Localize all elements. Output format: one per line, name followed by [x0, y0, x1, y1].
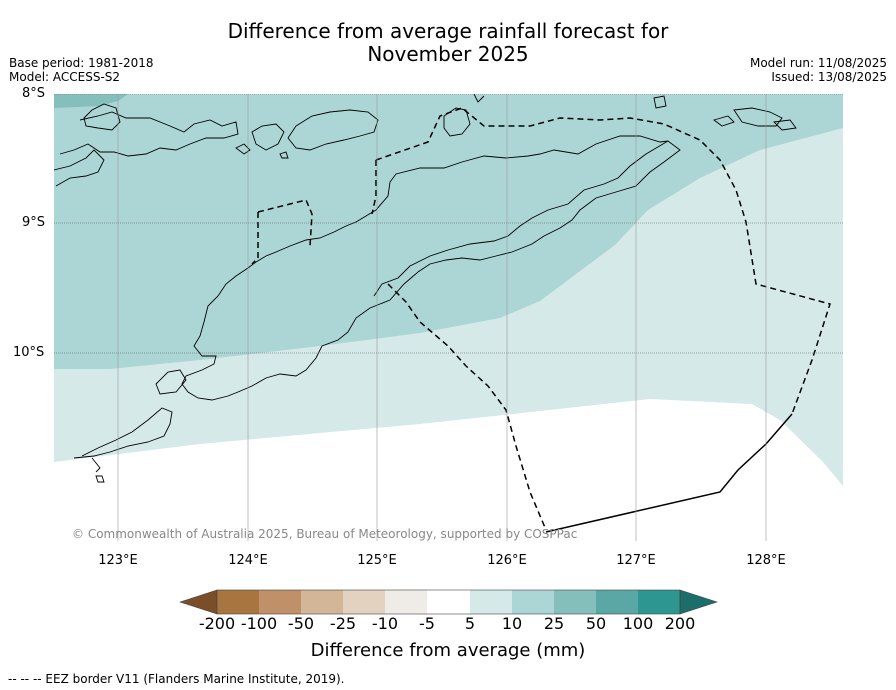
model-run: Model run: 11/08/2025	[749, 56, 887, 70]
title-line-2: November 2025	[367, 42, 529, 66]
colorbar-tick-label: 10	[501, 614, 523, 633]
colorbar-cell-high-extend	[679, 589, 718, 615]
lembata-coast	[54, 149, 105, 187]
lon-label-126e: 126°E	[487, 553, 527, 568]
colorbar-tick-label: 50	[585, 614, 607, 633]
copyright-notice: © Commonwealth of Australia 2025, Bureau…	[72, 527, 578, 541]
colorbar-tick-label: 5	[464, 614, 476, 633]
colorbar-cell	[385, 590, 427, 614]
colorbar-tick-label: -25	[329, 614, 357, 633]
metadata-left: Base period: 1981-2018 Model: ACCESS-S2	[9, 56, 154, 84]
colorbar-tick-label: 200	[664, 614, 696, 633]
lat-label-10s: 10°S	[13, 345, 45, 360]
atauro-coast	[251, 123, 285, 151]
lon-label-125e: 125°E	[357, 553, 397, 568]
colorbar-tick-label: 100	[622, 614, 654, 633]
colorbar-tick-label: 25	[543, 614, 565, 633]
colorbar-tick-label: -100	[240, 614, 278, 633]
lon-label-128e: 128°E	[746, 553, 786, 568]
pantar-coast	[83, 103, 121, 131]
colorbar-tick-label: -10	[371, 614, 399, 633]
semau-coast	[155, 369, 187, 395]
lat-label-8s: 8°S	[22, 86, 46, 101]
savu-fragment	[91, 457, 101, 473]
eez-border	[251, 107, 831, 531]
timor-coast	[181, 135, 681, 401]
eez-maritime-boundary	[545, 413, 793, 533]
eez-oecusse	[251, 199, 313, 265]
base-period: Base period: 1981-2018	[9, 56, 154, 70]
metadata-right: Model run: 11/08/2025 Issued: 13/08/2025	[750, 56, 887, 84]
colorbar-cell	[217, 590, 259, 614]
map-area	[54, 94, 843, 541]
alor-coast	[59, 111, 239, 157]
eez-timor-south	[387, 283, 547, 531]
lon-label-124e: 124°E	[228, 553, 268, 568]
colorbar-tick-label: -50	[287, 614, 315, 633]
colorbar-cell	[343, 590, 385, 614]
kisar-coast	[713, 115, 735, 127]
lakor-coast	[773, 119, 797, 131]
lon-label-127e: 127°E	[616, 553, 656, 568]
small-island-2	[279, 151, 289, 159]
ndana-coast	[95, 475, 105, 483]
colorbar-title: Difference from average (mm)	[310, 640, 586, 661]
gridlines	[54, 94, 843, 541]
anomaly-zone-dark	[54, 94, 128, 108]
colorbar-cell	[470, 590, 512, 614]
colorbar-cell	[512, 590, 554, 614]
colorbar-cell	[554, 590, 596, 614]
colorbar-cell-low-extend	[179, 589, 218, 615]
moa-coast	[733, 107, 783, 127]
colorbar-outline	[216, 589, 681, 615]
lon-label-123e: 123°E	[98, 553, 138, 568]
colorbar-cell	[638, 590, 680, 614]
colorbar-tick-label: -200	[198, 614, 236, 633]
wetar-coast	[287, 109, 379, 151]
colorbar-cell	[596, 590, 638, 614]
lat-label-9s: 9°S	[22, 215, 46, 230]
title-line-1: Difference from average rainfall forecas…	[227, 19, 669, 43]
damar-coast	[443, 107, 471, 137]
colorbar-cell	[427, 590, 470, 614]
chart-title: Difference from average rainfall forecas…	[0, 20, 896, 66]
issued-date: Issued: 13/08/2025	[771, 70, 887, 84]
anomaly-zone-medium	[54, 94, 843, 369]
eez-legend-note: -- -- -- EEZ border V11 (Flanders Marine…	[8, 672, 345, 686]
coastlines	[54, 94, 797, 483]
leti-coast	[653, 95, 667, 109]
colorbar-tick-label: -5	[419, 614, 435, 633]
model-name: Model: ACCESS-S2	[9, 70, 121, 84]
colorbar-cell	[259, 590, 301, 614]
colorbar-cell	[301, 590, 343, 614]
eez-timor-north	[371, 107, 831, 415]
rote-coast	[73, 407, 173, 459]
small-island-1	[235, 143, 251, 155]
romang-coast	[473, 94, 485, 103]
colorbar	[179, 589, 718, 615]
